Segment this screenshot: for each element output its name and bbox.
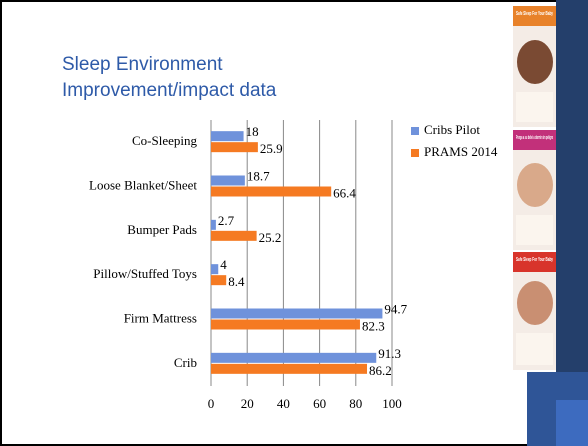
x-tick-label: 80 (349, 396, 362, 411)
data-label: 18.7 (247, 168, 270, 183)
y-tick-label: Loose Blanket/Sheet (89, 177, 197, 192)
legend-label: PRAMS 2014 (424, 144, 498, 159)
data-label: 25.9 (260, 141, 283, 156)
data-label: 25.2 (259, 230, 282, 245)
poster-photo (517, 40, 553, 84)
poster-body (516, 92, 553, 122)
bar (211, 353, 376, 363)
chart-title: Improvement/impact data (62, 80, 277, 101)
y-tick-label: Crib (174, 355, 197, 370)
posters: Safe Sleep For Your Baby Ponga a su bebé… (513, 6, 556, 370)
data-label: 86.2 (369, 363, 392, 378)
bar (211, 309, 382, 319)
bar (211, 264, 218, 274)
data-label: 66.4 (333, 185, 356, 200)
x-tick-label: 40 (277, 396, 290, 411)
y-tick-label: Co-Sleeping (132, 133, 197, 148)
data-label: 2.7 (218, 213, 235, 228)
bar (211, 220, 216, 230)
y-tick-label: Firm Mattress (124, 310, 197, 325)
poster-body (516, 333, 553, 365)
poster-photo (517, 281, 553, 325)
poster-photo (517, 163, 553, 207)
legend-label: Cribs Pilot (424, 122, 480, 137)
data-label: 94.7 (384, 301, 407, 316)
x-tick-label: 0 (208, 396, 215, 411)
bar (211, 131, 244, 141)
data-label: 18 (246, 124, 259, 139)
bar (211, 364, 367, 374)
poster-title: Safe Sleep For Your Baby (516, 11, 553, 17)
data-label: 91.3 (378, 346, 401, 361)
chart-title: Sleep Environment (62, 54, 223, 75)
bar (211, 320, 360, 330)
bar (211, 176, 245, 186)
legend-swatch (411, 127, 419, 135)
x-tick-label: 20 (241, 396, 254, 411)
y-tick-label: Pillow/Stuffed Toys (93, 266, 197, 281)
bar (211, 187, 331, 197)
corner-block-inner (556, 400, 588, 446)
data-label: 8.4 (228, 274, 245, 289)
poster-title: Ponga a su bebé a dormir sin peligro (516, 135, 553, 141)
bar (211, 142, 258, 152)
poster-body (516, 215, 553, 245)
slide: Safe Sleep For Your Baby Ponga a su bebé… (0, 0, 588, 446)
legend-swatch (411, 149, 419, 157)
data-label: 4 (220, 257, 227, 272)
poster-title: Safe Sleep For Your Baby (516, 257, 553, 263)
page: Safe Sleep For Your Baby Ponga a su bebé… (0, 0, 588, 446)
bar (211, 275, 226, 285)
x-tick-label: 60 (313, 396, 326, 411)
x-tick-label: 100 (382, 396, 402, 411)
y-tick-label: Bumper Pads (127, 222, 197, 237)
data-label: 82.3 (362, 318, 385, 333)
bar (211, 231, 257, 241)
